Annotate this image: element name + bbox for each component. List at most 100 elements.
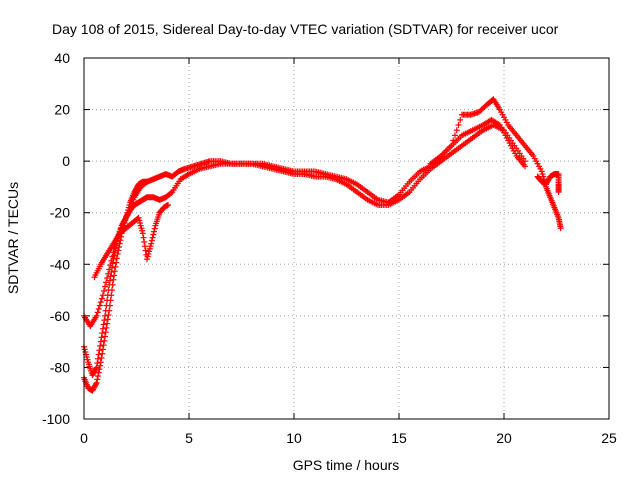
data-point <box>111 272 118 279</box>
data-point <box>99 350 106 357</box>
series-track-c <box>81 178 150 394</box>
data-point <box>109 260 116 267</box>
data-point <box>184 171 191 178</box>
data-point <box>114 250 121 257</box>
data-point <box>141 238 148 245</box>
data-point <box>96 366 103 373</box>
data-point <box>116 240 123 247</box>
data-point <box>96 347 103 354</box>
data-point <box>95 369 102 376</box>
data-point <box>151 225 158 232</box>
data-point <box>109 287 115 294</box>
data-point <box>95 355 101 362</box>
data-point <box>103 324 110 331</box>
data-point <box>141 243 148 250</box>
y-tick-label: 0 <box>62 153 70 169</box>
data-point <box>92 381 99 388</box>
data-point <box>99 330 106 337</box>
data-point <box>112 263 119 270</box>
data-points <box>81 96 564 394</box>
data-point <box>98 295 105 302</box>
y-axis-label: SDTVAR / TECUs <box>5 182 21 294</box>
y-tick-label: 40 <box>54 50 70 66</box>
data-point <box>555 189 562 196</box>
data-point <box>522 158 528 165</box>
data-point <box>102 283 108 290</box>
data-point <box>455 122 462 129</box>
data-point <box>95 373 101 380</box>
data-point <box>101 317 108 324</box>
data-point <box>522 163 528 170</box>
data-point <box>165 201 171 208</box>
data-point <box>144 178 150 185</box>
data-point <box>108 292 115 299</box>
grid <box>84 58 609 419</box>
data-point <box>148 237 155 244</box>
data-point <box>97 342 104 349</box>
data-point <box>104 320 111 327</box>
series-track-f <box>534 171 562 196</box>
data-point <box>448 142 455 149</box>
data-point <box>97 362 104 369</box>
data-point <box>151 228 157 235</box>
data-point <box>95 305 102 312</box>
x-axis-label: GPS time / hours <box>293 457 400 473</box>
data-point <box>98 334 105 341</box>
data-point <box>99 325 106 332</box>
data-point <box>139 230 146 237</box>
data-point <box>99 346 106 353</box>
data-point <box>96 302 103 309</box>
data-point <box>168 189 175 196</box>
data-point <box>103 279 110 286</box>
data-point <box>457 116 464 123</box>
data-point <box>106 277 113 284</box>
data-point <box>97 299 104 306</box>
data-point <box>102 312 108 319</box>
y-tick-label: -40 <box>50 256 70 272</box>
data-point <box>148 240 155 247</box>
plot-frame <box>83 57 610 420</box>
x-tick-label: 5 <box>185 430 193 446</box>
data-point <box>107 273 114 280</box>
y-tick-label: 20 <box>54 102 70 118</box>
data-point <box>115 247 122 254</box>
data-point <box>140 234 147 241</box>
axis-ticks: 0 5 10 15 20 25 -100 -80 -60 -40 -20 0 20 40 <box>42 50 617 446</box>
data-point <box>149 234 156 241</box>
chart-title: Day 108 of 2015, Sidereal Day-to-day VTE… <box>52 21 559 37</box>
series-track-b <box>81 122 528 379</box>
data-point <box>94 376 101 383</box>
data-point <box>104 316 111 323</box>
data-point <box>450 137 457 144</box>
data-point <box>113 255 120 262</box>
data-point <box>93 312 100 319</box>
data-point <box>453 127 460 134</box>
data-point <box>105 311 112 318</box>
data-point <box>100 321 107 328</box>
data-point <box>106 302 113 309</box>
data-point <box>113 259 120 266</box>
data-point <box>452 132 458 139</box>
data-point <box>106 307 113 314</box>
data-point <box>94 309 101 316</box>
x-tick-label: 25 <box>601 430 617 446</box>
data-point <box>102 333 108 340</box>
data-point <box>93 379 100 386</box>
y-tick-label: -100 <box>42 411 70 427</box>
x-tick-label: 10 <box>286 430 302 446</box>
y-tick-label: -60 <box>50 308 70 324</box>
series-track-d <box>91 201 171 281</box>
data-point <box>110 256 117 263</box>
data-point <box>116 244 122 251</box>
data-point <box>108 269 115 276</box>
data-point <box>150 231 157 238</box>
y-tick-label: -20 <box>50 205 70 221</box>
y-tick-label: -80 <box>50 359 70 375</box>
data-point <box>111 268 118 275</box>
data-point <box>110 276 117 283</box>
x-tick-label: 0 <box>80 430 88 446</box>
x-tick-label: 15 <box>391 430 407 446</box>
x-tick-label: 20 <box>496 430 512 446</box>
data-point <box>100 287 107 294</box>
